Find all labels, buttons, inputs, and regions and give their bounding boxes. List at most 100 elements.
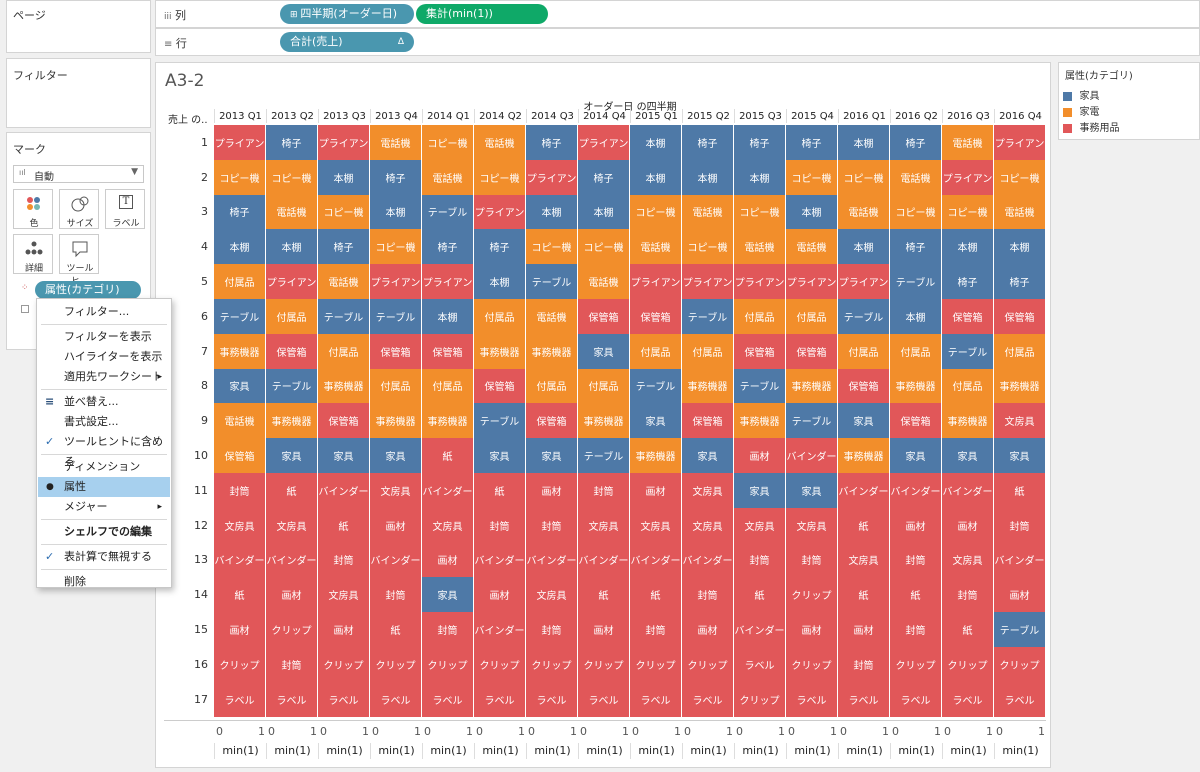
mark-cell[interactable]: 電話機 [526, 299, 578, 334]
mark-cell[interactable]: ラベル [266, 681, 318, 717]
mark-cell[interactable]: 保管箱 [214, 438, 266, 473]
mark-cell[interactable]: 家具 [994, 438, 1046, 473]
mark-cell[interactable]: クリップ [370, 647, 422, 682]
mark-cell[interactable]: アプライアンス [422, 264, 474, 299]
legend-item[interactable]: 家電 [1063, 103, 1100, 118]
mark-cell[interactable]: 紙 [838, 507, 890, 543]
menu-item[interactable]: シェルフでの編集 [38, 522, 170, 542]
mark-cell[interactable]: アプライアンス [266, 264, 318, 299]
mark-cell[interactable]: クリップ [786, 647, 838, 682]
mark-cell[interactable]: 保管箱 [630, 299, 682, 334]
mark-cell[interactable]: 電話機 [630, 229, 682, 265]
mark-cell[interactable]: アプライアンス [942, 159, 994, 195]
mark-cell[interactable]: バインダー [734, 612, 786, 647]
menu-item[interactable]: ハイライターを表示 [38, 347, 170, 367]
mark-cell[interactable]: 保管箱 [838, 368, 890, 404]
mark-cell[interactable]: 文房具 [942, 542, 994, 578]
mark-cell[interactable]: バインダー [422, 473, 474, 508]
mark-cell[interactable]: ラベル [942, 681, 994, 717]
mark-cell[interactable]: 付属品 [838, 333, 890, 369]
mark-cell[interactable]: 家具 [370, 438, 422, 473]
mark-cell[interactable]: 保管箱 [942, 299, 994, 334]
mark-cell[interactable]: 家具 [890, 438, 942, 473]
mark-cell[interactable]: バインダー [370, 542, 422, 578]
mark-cell[interactable]: クリップ [318, 647, 370, 682]
mark-cell[interactable]: テーブル [422, 194, 474, 230]
mark-cell[interactable]: 家具 [630, 403, 682, 439]
mark-cell[interactable]: 家具 [838, 403, 890, 439]
mark-cell[interactable]: 文房具 [422, 507, 474, 543]
mark-cell[interactable]: バインダー [682, 542, 734, 578]
mark-cell[interactable]: コピー機 [994, 159, 1046, 195]
mark-cell[interactable]: 椅子 [266, 125, 318, 160]
mark-cell[interactable]: アプライアンス [994, 125, 1046, 160]
mark-cell[interactable]: ラベル [474, 681, 526, 717]
mark-cell[interactable]: テーブル [630, 368, 682, 404]
mark-cell[interactable]: アプライアンス [838, 264, 890, 299]
mark-cell[interactable]: 紙 [266, 473, 318, 508]
mark-cell[interactable]: 文房具 [578, 507, 630, 543]
mark-cell[interactable]: 画材 [370, 507, 422, 543]
mark-cell[interactable]: 封筒 [526, 507, 578, 543]
mark-cell[interactable]: ラベル [734, 647, 786, 682]
mark-cell[interactable]: 椅子 [318, 229, 370, 265]
mark-cell[interactable]: コピー機 [734, 194, 786, 230]
mark-cell[interactable]: 電話機 [266, 194, 318, 230]
mark-cell[interactable]: アプライアンス [370, 264, 422, 299]
color-button[interactable]: 色 [13, 189, 53, 229]
mark-cell[interactable]: コピー機 [786, 159, 838, 195]
mark-cell[interactable]: アプライアンス [474, 194, 526, 230]
mark-cell[interactable]: バインダー [838, 473, 890, 508]
mark-cell[interactable]: バインダー [526, 542, 578, 578]
mark-cell[interactable]: 付属品 [370, 368, 422, 404]
mark-cell[interactable]: テーブル [318, 299, 370, 334]
mark-cell[interactable]: バインダー [630, 542, 682, 578]
mark-cell[interactable]: クリップ [630, 647, 682, 682]
mark-cell[interactable]: アプライアンス [214, 125, 266, 160]
mark-cell[interactable]: テーブル [266, 368, 318, 404]
mark-cell[interactable]: テーブル [370, 299, 422, 334]
tooltip-button[interactable]: ツールヒ… [59, 234, 99, 287]
menu-item[interactable]: 書式設定... [38, 412, 170, 432]
mark-cell[interactable]: クリップ [422, 647, 474, 682]
mark-cell[interactable]: 事務機器 [942, 403, 994, 439]
measure-pill[interactable]: 集計(min(1)) [416, 4, 548, 24]
mark-cell[interactable]: バインダー [786, 438, 838, 473]
legend-item[interactable]: 事務用品 [1063, 119, 1120, 134]
mark-cell[interactable]: 付属品 [890, 333, 942, 369]
mark-cell[interactable]: クリップ [214, 647, 266, 682]
mark-cell[interactable]: 椅子 [370, 159, 422, 195]
mark-cell[interactable]: 保管箱 [994, 299, 1046, 334]
mark-cell[interactable]: 封筒 [890, 612, 942, 647]
size-button[interactable]: サイズ [59, 189, 99, 229]
mark-cell[interactable]: 画材 [266, 577, 318, 613]
menu-item[interactable]: 属性 ● [38, 477, 170, 497]
mark-cell[interactable]: 紙 [734, 577, 786, 613]
mark-cell[interactable]: 保管箱 [474, 368, 526, 404]
mark-cell[interactable]: 保管箱 [422, 333, 474, 369]
mark-cell[interactable]: 本棚 [786, 194, 838, 230]
mark-cell[interactable]: 事務機器 [422, 403, 474, 439]
mark-cell[interactable]: 椅子 [578, 159, 630, 195]
mark-cell[interactable]: ラベル [526, 681, 578, 717]
mark-cell[interactable]: 画材 [890, 507, 942, 543]
mark-cell[interactable]: 封筒 [682, 577, 734, 613]
mark-cell[interactable]: 画材 [734, 438, 786, 473]
mark-cell[interactable]: 電話機 [734, 229, 786, 265]
mark-cell[interactable]: 封筒 [370, 577, 422, 613]
mark-cell[interactable]: 封筒 [942, 577, 994, 613]
mark-cell[interactable]: ラベル [422, 681, 474, 717]
mark-cell[interactable]: 保管箱 [266, 333, 318, 369]
mark-cell[interactable]: クリップ [786, 577, 838, 613]
mark-cell[interactable]: バインダー [578, 542, 630, 578]
mark-cell[interactable]: クリップ [890, 647, 942, 682]
mark-cell[interactable]: クリップ [578, 647, 630, 682]
mark-cell[interactable]: ラベル [578, 681, 630, 717]
mark-cell[interactable]: ラベル [370, 681, 422, 717]
menu-item[interactable]: ツールヒントに含める ✓ [38, 432, 170, 468]
menu-item[interactable]: ディメンション [38, 457, 170, 477]
mark-cell[interactable]: 文房具 [838, 542, 890, 578]
mark-cell[interactable]: 事務機器 [734, 403, 786, 439]
mark-cell[interactable]: 付属品 [734, 299, 786, 334]
mark-cell[interactable]: 保管箱 [682, 403, 734, 439]
